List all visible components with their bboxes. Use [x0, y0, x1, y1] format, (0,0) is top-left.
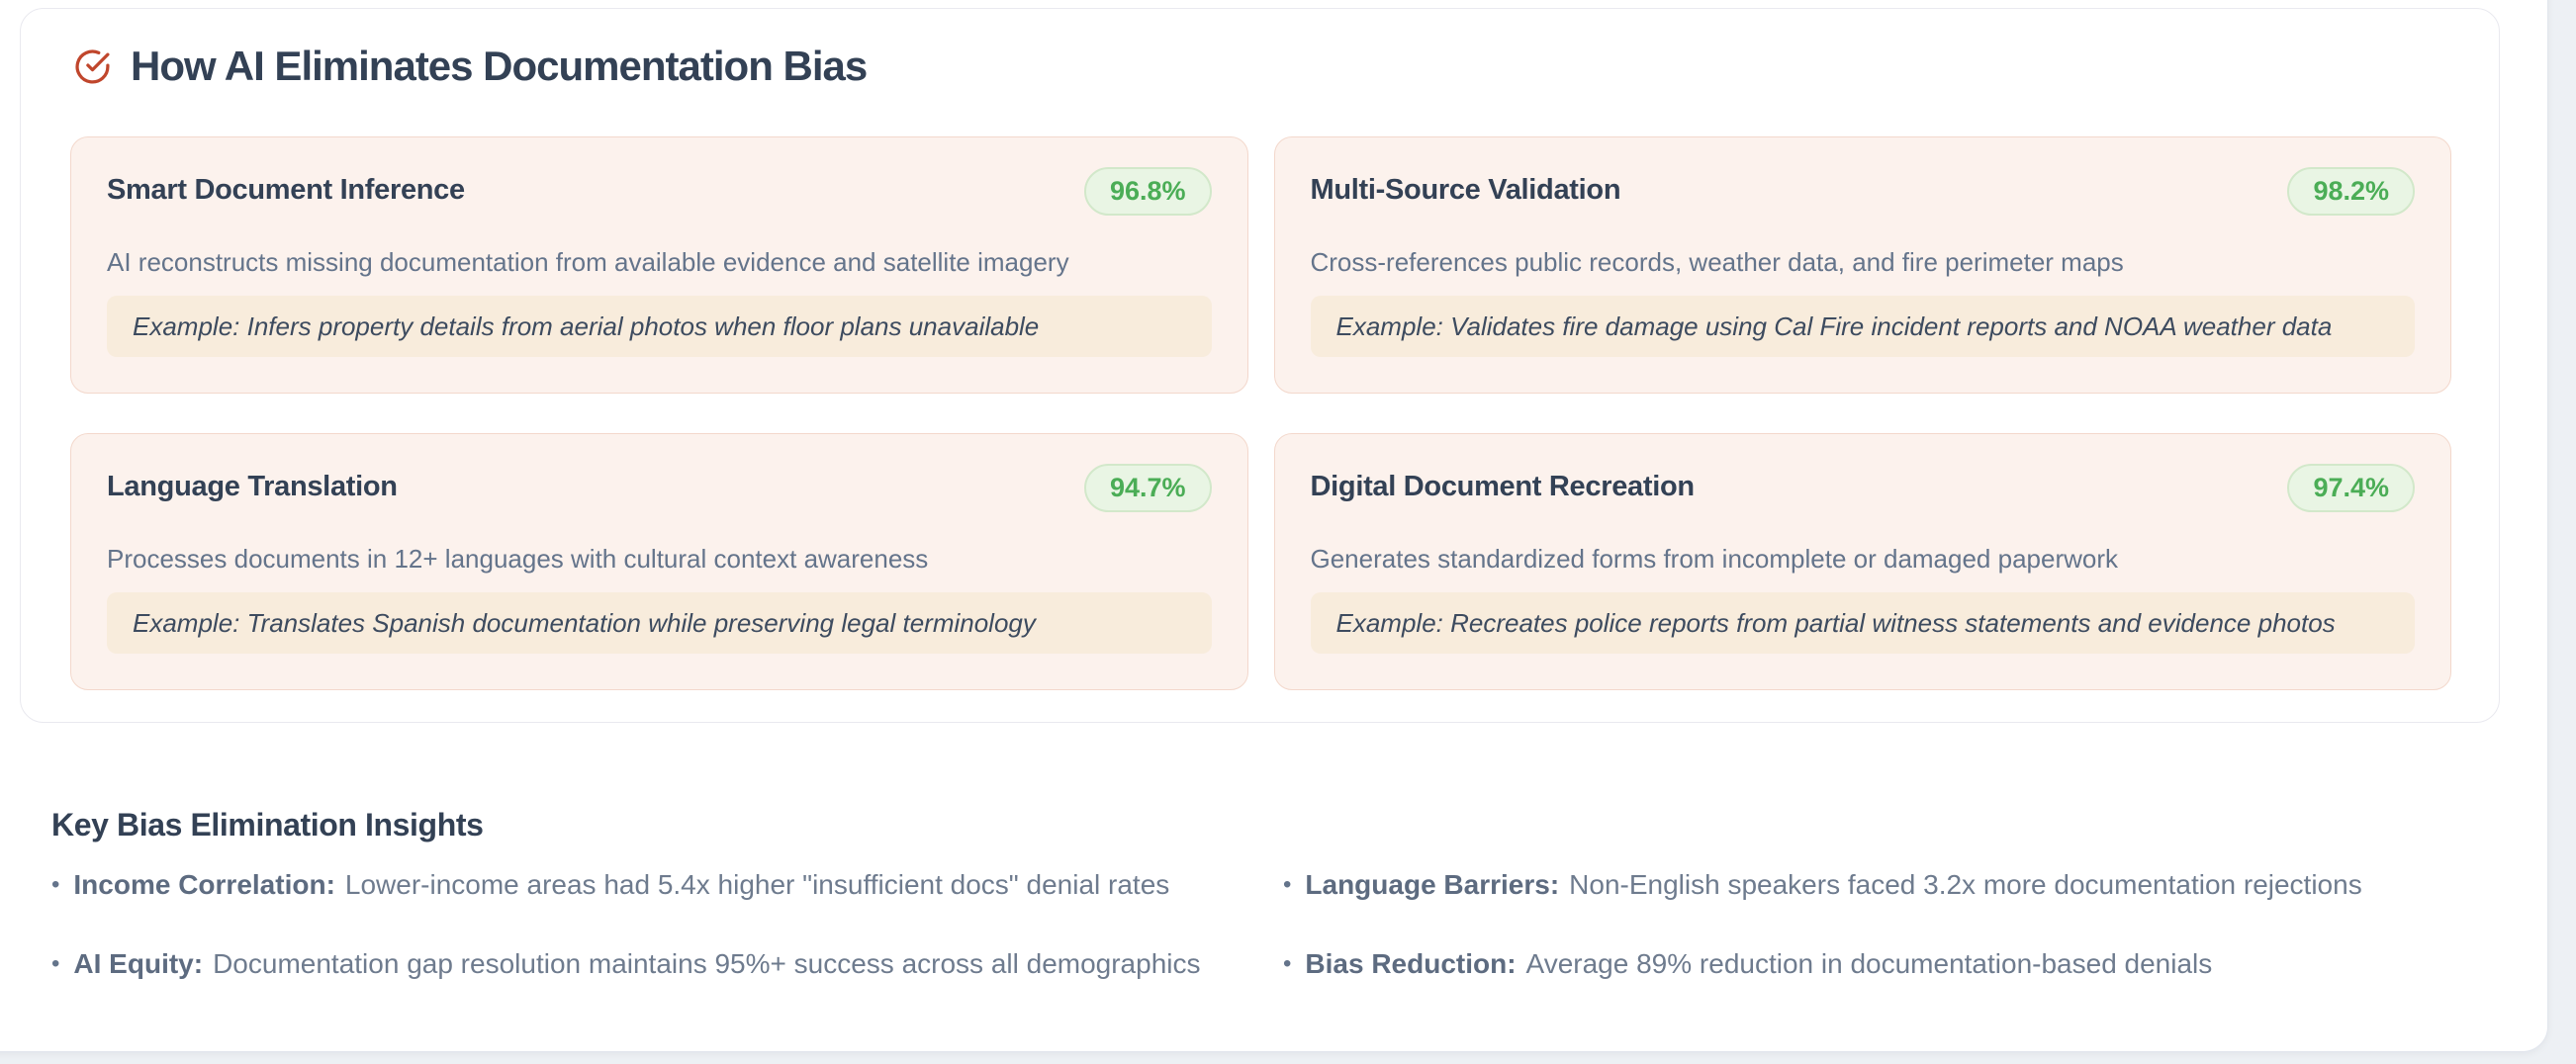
card-multi-source-validation: Multi-Source Validation 98.2% Cross-refe…	[1273, 136, 2451, 394]
card-example: Example: Recreates police reports from p…	[1310, 592, 2415, 654]
insight-text: Documentation gap resolution maintains 9…	[213, 948, 1201, 979]
insight-label: Income Correlation:	[73, 869, 335, 900]
bullet-dot: •	[1283, 871, 1292, 898]
accuracy-badge: 96.8%	[1083, 167, 1212, 216]
insight-label: AI Equity:	[73, 948, 204, 979]
bullet-dot: •	[1283, 950, 1292, 977]
accuracy-badge: 94.7%	[1083, 464, 1212, 512]
card-description: Processes documents in 12+ languages wit…	[107, 544, 929, 574]
card-header: Smart Document Inference 96.8%	[107, 167, 1212, 216]
accuracy-badge: 98.2%	[2287, 167, 2415, 216]
capability-cards-grid: Smart Document Inference 96.8% AI recons…	[70, 136, 2451, 690]
card-title: Digital Document Recreation	[1310, 471, 1696, 502]
insights-list: • Income Correlation: Lower-income areas h…	[51, 864, 2465, 985]
card-digital-document-recreation: Digital Document Recreation 97.4% Genera…	[1273, 433, 2451, 690]
card-example: Example: Infers property details from ae…	[107, 296, 1212, 357]
card-description: Generates standardized forms from incomp…	[1310, 544, 2119, 574]
card-title: Language Translation	[107, 471, 398, 502]
card-language-translation: Language Translation 94.7% Processes doc…	[70, 433, 1248, 690]
card-title: Smart Document Inference	[107, 174, 465, 206]
insight-income-correlation: • Income Correlation: Lower-income areas h…	[51, 864, 1283, 906]
card-description: AI reconstructs missing documentation fr…	[107, 247, 1069, 277]
card-smart-document-inference: Smart Document Inference 96.8% AI recons…	[70, 136, 1248, 394]
insight-text: Average 89% reduction in documentation-b…	[1525, 948, 2213, 979]
insight-language-barriers: • Language Barriers: Non-English speakers …	[1283, 864, 2465, 906]
bullet-dot: •	[51, 950, 60, 977]
card-header: Multi-Source Validation 98.2%	[1310, 167, 2415, 216]
insight-text: Lower-income areas had 5.4x higher "insu…	[344, 869, 1170, 900]
card-title: Multi-Source Validation	[1310, 174, 1621, 206]
insights-heading: Key Bias Elimination Insights	[51, 807, 484, 842]
bullet-dot: •	[51, 871, 60, 898]
card-header: Language Translation 94.7%	[107, 464, 1212, 512]
panel-title-row: How AI Eliminates Documentation Bias	[74, 44, 2451, 88]
card-example: Example: Validates fire damage using Cal…	[1310, 296, 2415, 357]
insight-text: Non-English speakers faced 3.2x more doc…	[1569, 869, 2362, 900]
check-circle-icon	[74, 48, 111, 85]
card-description: Cross-references public records, weather…	[1310, 247, 2124, 277]
insight-ai-equity: • AI Equity: Documentation gap resolution …	[51, 943, 1283, 985]
insight-label: Bias Reduction:	[1305, 948, 1517, 979]
card-example: Example: Translates Spanish documentatio…	[107, 592, 1212, 654]
accuracy-badge: 97.4%	[2287, 464, 2415, 512]
insight-bias-reduction: • Bias Reduction: Average 89% reduction in…	[1283, 943, 2465, 985]
card-header: Digital Document Recreation 97.4%	[1310, 464, 2415, 512]
panel-title: How AI Eliminates Documentation Bias	[131, 43, 868, 89]
documentation-bias-panel: How AI Eliminates Documentation Bias Sma…	[20, 8, 2500, 723]
insight-label: Language Barriers:	[1305, 869, 1560, 900]
